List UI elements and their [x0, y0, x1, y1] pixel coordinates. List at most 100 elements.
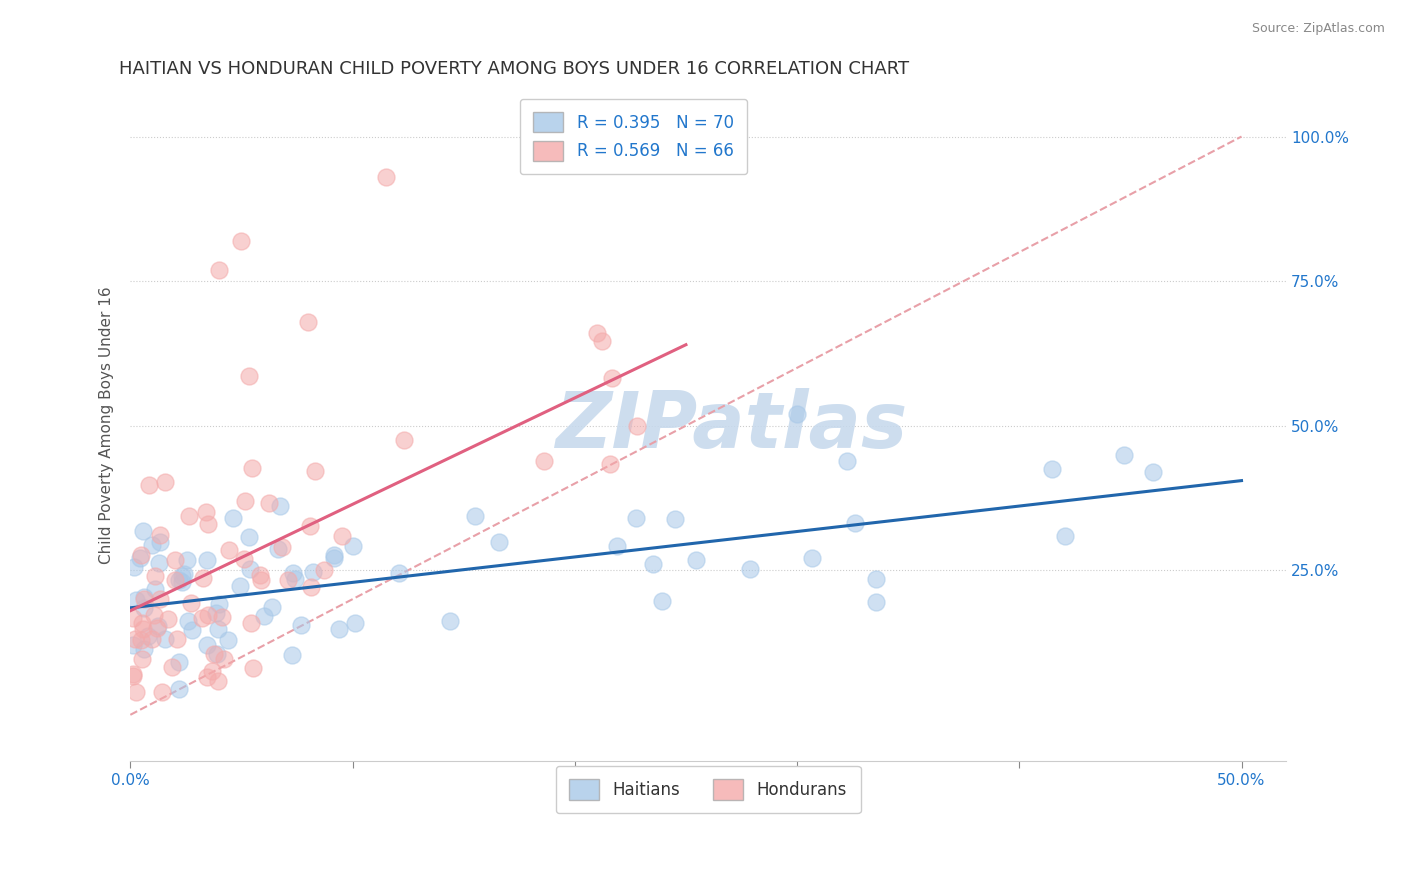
Point: [166, 632, 188, 646]
Point: [170, 569, 193, 583]
Point: [277, 573, 299, 587]
Point: [197, 516, 219, 531]
Point: [194, 505, 217, 519]
Point: [664, 512, 686, 526]
Point: [328, 622, 350, 636]
Point: [204, 607, 226, 621]
Point: [599, 457, 621, 471]
Point: [129, 632, 152, 647]
Point: [606, 539, 628, 553]
Point: [134, 590, 156, 604]
Point: [211, 610, 233, 624]
Point: [122, 669, 145, 683]
Point: [374, 169, 396, 184]
Point: [153, 475, 176, 490]
Point: [217, 633, 239, 648]
Point: [197, 638, 219, 652]
Point: [238, 530, 260, 544]
Point: [464, 509, 486, 524]
Point: [298, 519, 321, 533]
Point: [239, 615, 262, 630]
Point: [191, 571, 214, 585]
Point: [297, 315, 319, 329]
Legend: Haitians, Hondurans: Haitians, Hondurans: [555, 766, 860, 814]
Point: [865, 595, 887, 609]
Point: [208, 597, 231, 611]
Point: [141, 538, 163, 552]
Point: [837, 453, 859, 467]
Point: [160, 660, 183, 674]
Point: [323, 550, 346, 565]
Point: [149, 535, 172, 549]
Point: [122, 560, 145, 574]
Point: [207, 673, 229, 688]
Text: HAITIAN VS HONDURAN CHILD POVERTY AMONG BOYS UNDER 16 CORRELATION CHART: HAITIAN VS HONDURAN CHILD POVERTY AMONG …: [118, 60, 908, 78]
Point: [439, 614, 461, 628]
Point: [207, 622, 229, 636]
Point: [1054, 529, 1077, 543]
Point: [222, 510, 245, 524]
Point: [290, 618, 312, 632]
Point: [157, 612, 180, 626]
Point: [231, 234, 253, 248]
Point: [212, 652, 235, 666]
Point: [1142, 465, 1164, 479]
Point: [685, 552, 707, 566]
Point: [129, 548, 152, 562]
Point: [249, 568, 271, 582]
Point: [202, 647, 225, 661]
Point: [283, 566, 305, 581]
Point: [142, 608, 165, 623]
Point: [343, 615, 366, 630]
Point: [125, 592, 148, 607]
Point: [323, 549, 346, 563]
Point: [207, 647, 229, 661]
Point: [121, 610, 143, 624]
Point: [238, 368, 260, 383]
Point: [250, 573, 273, 587]
Point: [148, 619, 170, 633]
Point: [138, 478, 160, 492]
Point: [865, 572, 887, 586]
Point: [195, 670, 218, 684]
Point: [173, 567, 195, 582]
Point: [148, 528, 170, 542]
Point: [233, 494, 256, 508]
Point: [167, 573, 190, 587]
Point: [271, 540, 294, 554]
Point: [197, 608, 219, 623]
Point: [591, 334, 613, 348]
Point: [143, 569, 166, 583]
Point: [257, 496, 280, 510]
Point: [269, 500, 291, 514]
Point: [301, 566, 323, 580]
Point: [129, 551, 152, 566]
Point: [602, 371, 624, 385]
Point: [132, 600, 155, 615]
Point: [229, 579, 252, 593]
Point: [180, 596, 202, 610]
Point: [169, 655, 191, 669]
Point: [266, 542, 288, 557]
Point: [176, 553, 198, 567]
Point: [132, 623, 155, 637]
Point: [533, 454, 555, 468]
Point: [124, 632, 146, 646]
Point: [148, 556, 170, 570]
Y-axis label: Child Poverty Among Boys Under 16: Child Poverty Among Boys Under 16: [100, 287, 114, 565]
Point: [844, 516, 866, 530]
Point: [134, 641, 156, 656]
Point: [342, 539, 364, 553]
Point: [233, 552, 256, 566]
Point: [299, 580, 322, 594]
Point: [153, 632, 176, 646]
Point: [121, 638, 143, 652]
Point: [132, 524, 155, 538]
Point: [239, 562, 262, 576]
Point: [179, 508, 201, 523]
Point: [136, 629, 159, 643]
Point: [786, 407, 808, 421]
Point: [312, 563, 335, 577]
Point: [218, 543, 240, 558]
Point: [143, 582, 166, 597]
